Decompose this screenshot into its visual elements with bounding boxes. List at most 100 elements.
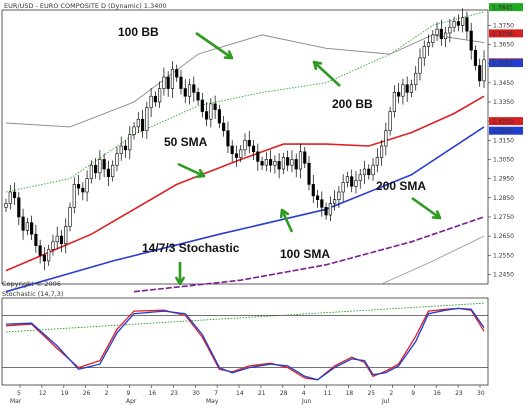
candle-body xyxy=(153,95,157,103)
candle-body xyxy=(239,149,243,158)
candle-body xyxy=(401,84,405,97)
candle-body xyxy=(465,17,469,32)
candle-body xyxy=(362,168,367,176)
candle-body xyxy=(243,139,247,151)
candle-body xyxy=(64,226,68,245)
x-tick-label: 9 xyxy=(411,390,415,397)
price-tick-label: 1.3350 xyxy=(493,99,514,106)
annotation-label: 200 SMA xyxy=(376,179,426,193)
candle-body xyxy=(328,203,332,216)
x-tick-label: 2 xyxy=(105,390,109,397)
candle-body xyxy=(230,145,234,155)
x-tick-label: 25 xyxy=(367,390,375,397)
price-value-tag xyxy=(489,29,523,38)
x-month-label: Jul xyxy=(381,398,390,405)
price-tick-label: 1.3650 xyxy=(493,41,514,48)
candle-body xyxy=(273,161,277,166)
price-tick-label: 1.2550 xyxy=(493,252,514,259)
candle-body xyxy=(34,233,38,246)
price-tick-label: 1.2750 xyxy=(493,214,514,221)
candle-body xyxy=(354,180,358,187)
candle-body xyxy=(21,216,25,231)
candle-body xyxy=(409,84,414,93)
price-tick-label: 1.3150 xyxy=(493,137,514,144)
candle-body xyxy=(162,76,166,89)
candle-body xyxy=(264,159,268,166)
copyright-label: Copyright © 2006 xyxy=(2,280,61,288)
annotation-arrowhead xyxy=(195,168,206,179)
candle-body xyxy=(222,122,226,132)
candle-body xyxy=(145,107,149,132)
candle-body xyxy=(111,164,115,177)
candle-body xyxy=(179,76,183,89)
candle-body xyxy=(298,151,303,170)
candle-body xyxy=(25,222,29,231)
annotations: 100 BB 200 BB 50 SMA 200 SMA 100 SMA 14/7/3 S… xyxy=(118,25,442,286)
annotation-label: 100 BB xyxy=(118,25,159,39)
candle-body xyxy=(175,69,179,78)
x-tick-label: 4 xyxy=(302,390,306,397)
x-tick-label: 7 xyxy=(214,390,218,397)
candle-body xyxy=(294,159,298,170)
price-tick-label: 1.3750 xyxy=(493,22,514,29)
annotation-label: 100 SMA xyxy=(280,247,330,261)
series-line-stoch_k xyxy=(5,307,485,381)
price-tick-label: 1.2450 xyxy=(493,271,514,278)
x-tick-label: 30 xyxy=(192,390,200,397)
candle-body xyxy=(439,28,443,40)
candle-body xyxy=(94,164,98,174)
price-tick-label: 1.3050 xyxy=(493,156,514,163)
candle-body xyxy=(55,235,59,243)
candle-body xyxy=(405,84,409,93)
candle-body xyxy=(337,191,341,200)
candle-body xyxy=(115,153,119,166)
candle-body xyxy=(106,168,111,177)
candle-body xyxy=(345,176,350,183)
annotation-arrow xyxy=(313,61,341,87)
candle-body xyxy=(286,157,290,166)
x-month-label: Apr xyxy=(126,398,137,405)
annotation-arrow xyxy=(177,162,205,178)
price-panel: 1.37501.36501.35501.34501.33501.32501.31… xyxy=(1,3,523,333)
x-tick-label: 23 xyxy=(170,390,178,397)
candle-body xyxy=(256,151,260,162)
price-value-tag-label: 1.3250 xyxy=(492,119,513,126)
candle-body xyxy=(456,21,460,26)
candle-body xyxy=(435,28,439,36)
candle-body xyxy=(166,76,170,89)
candle-body xyxy=(478,65,482,82)
price-tick-label: 1.2650 xyxy=(493,233,514,240)
price-value-tag xyxy=(489,126,523,135)
x-tick-label: 21 xyxy=(258,390,266,397)
candle-body xyxy=(136,118,140,128)
candle-body xyxy=(260,161,264,166)
annotation-arrowhead xyxy=(431,210,442,220)
candle-body xyxy=(170,69,175,89)
candle-body xyxy=(4,203,8,208)
annotation-arrow xyxy=(195,31,233,60)
candle-body xyxy=(192,84,196,93)
annotation-arrowhead xyxy=(175,276,185,286)
x-month-label: Mar xyxy=(10,398,22,405)
candle-body xyxy=(482,59,486,82)
candle-body xyxy=(17,197,21,218)
candle-body xyxy=(277,161,281,170)
candle-body xyxy=(388,111,392,132)
candle-body xyxy=(59,235,64,245)
candle-body xyxy=(98,159,102,174)
chart-header: EUR/USD - EURO COMPOSITE D (Dynamic) 1.3… xyxy=(4,2,167,10)
annotation-label: 14/7/3 Stochastic xyxy=(142,241,240,255)
candle-body xyxy=(251,145,256,153)
series-line-sma100 xyxy=(5,126,485,293)
x-tick-label: 19 xyxy=(61,390,69,397)
candle-body xyxy=(371,164,375,176)
candle-body xyxy=(311,184,315,197)
candle-body xyxy=(8,191,12,204)
price-value-tag xyxy=(489,117,523,126)
x-tick-label: 28 xyxy=(280,390,288,397)
price-value-tag-label: 1.3200 xyxy=(492,128,513,135)
series-line-stoch_d xyxy=(5,307,485,381)
x-tick-label: 26 xyxy=(83,390,91,397)
series-line-bb100_lower xyxy=(5,302,485,333)
candle-body xyxy=(196,92,200,101)
